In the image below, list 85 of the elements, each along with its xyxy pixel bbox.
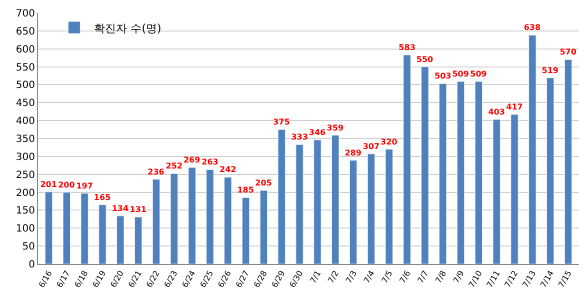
data-label: 269	[183, 156, 201, 165]
data-label: 185	[237, 186, 254, 195]
data-label: 570	[560, 48, 577, 57]
bar	[564, 59, 572, 264]
y-tick-label: 100	[16, 224, 35, 235]
x-tick-label: 7/3	[344, 269, 358, 285]
y-tick-label: 150	[16, 206, 35, 217]
data-label: 236	[148, 167, 165, 176]
bar	[456, 81, 465, 264]
bar	[242, 197, 250, 264]
data-label: 205	[255, 178, 272, 188]
data-label: 359	[326, 123, 344, 132]
data-label: 638	[524, 23, 541, 32]
data-label: 131	[130, 205, 147, 214]
bar	[439, 83, 447, 264]
bar	[206, 169, 214, 264]
y-tick-label: 650	[16, 26, 35, 38]
bar	[116, 216, 124, 264]
data-label: 509	[470, 69, 488, 78]
y-tick-label: 400	[16, 116, 35, 128]
x-tick-label: 7/8	[434, 269, 448, 285]
data-label: 200	[58, 180, 76, 190]
data-label: 320	[380, 137, 398, 146]
data-label: 346	[308, 128, 326, 137]
bar	[510, 114, 518, 264]
bar	[134, 216, 142, 264]
y-tick-label: 700	[16, 8, 35, 20]
bar	[80, 193, 88, 264]
data-label: 242	[220, 165, 236, 174]
bar	[98, 204, 106, 264]
data-label: 333	[291, 132, 308, 142]
x-tick-label: 7/1	[308, 269, 323, 285]
bar	[278, 129, 286, 264]
bar	[152, 179, 160, 264]
bar	[296, 144, 304, 264]
bar	[188, 167, 196, 264]
data-label: 134	[112, 204, 129, 213]
y-tick-label: 550	[16, 62, 35, 74]
x-tick-label: 7/6	[398, 269, 412, 285]
bar	[62, 192, 70, 264]
x-tick-label: 7/2	[326, 269, 341, 285]
bar	[332, 135, 340, 264]
y-tick-label: 350	[16, 134, 35, 145]
data-label: 252	[166, 162, 182, 171]
data-label: 201	[40, 180, 58, 189]
y-tick-label: 300	[16, 152, 35, 163]
data-label: 197	[76, 181, 93, 190]
data-label: 417	[506, 102, 523, 112]
y-tick-label: 50	[22, 242, 35, 253]
bar	[44, 192, 53, 264]
data-label: 263	[202, 158, 218, 167]
data-label: 583	[398, 42, 416, 52]
bar	[385, 149, 393, 264]
x-tick-label: 7/9	[452, 269, 466, 285]
y-tick-label: 250	[16, 170, 35, 181]
y-tick-label: 200	[16, 188, 35, 199]
x-tick-label: 7/5	[380, 269, 394, 285]
data-label: 403	[488, 108, 505, 116]
bar	[349, 160, 358, 264]
bar	[421, 66, 429, 264]
data-label: 165	[94, 192, 112, 202]
data-label: 375	[273, 118, 290, 127]
data-label: 509	[452, 69, 470, 78]
bar	[492, 119, 500, 264]
y-tick-label: 0	[28, 260, 35, 270]
bar	[260, 190, 268, 264]
bar	[170, 173, 178, 264]
data-label: 550	[416, 54, 434, 64]
bar	[224, 176, 232, 264]
data-label: 289	[344, 148, 362, 158]
legend-label: 확진자 수(명)	[94, 22, 162, 35]
data-label: 307	[362, 142, 380, 151]
data-label: 503	[434, 72, 452, 81]
y-tick-label: 500	[16, 80, 35, 92]
bar	[314, 140, 322, 264]
data-label: 519	[542, 66, 559, 75]
y-tick-label: 600	[16, 44, 35, 56]
x-tick-label: 7/4	[362, 269, 376, 285]
bar	[403, 54, 411, 264]
bar	[367, 154, 376, 264]
bar	[474, 81, 483, 264]
x-tick-label: 7/7	[416, 269, 430, 285]
y-tick-label: 450	[16, 98, 35, 110]
bar	[528, 34, 536, 264]
bar	[546, 78, 554, 264]
